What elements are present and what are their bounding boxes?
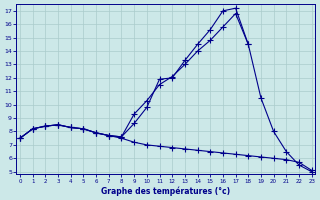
X-axis label: Graphe des températures (°c): Graphe des températures (°c) [101, 186, 230, 196]
